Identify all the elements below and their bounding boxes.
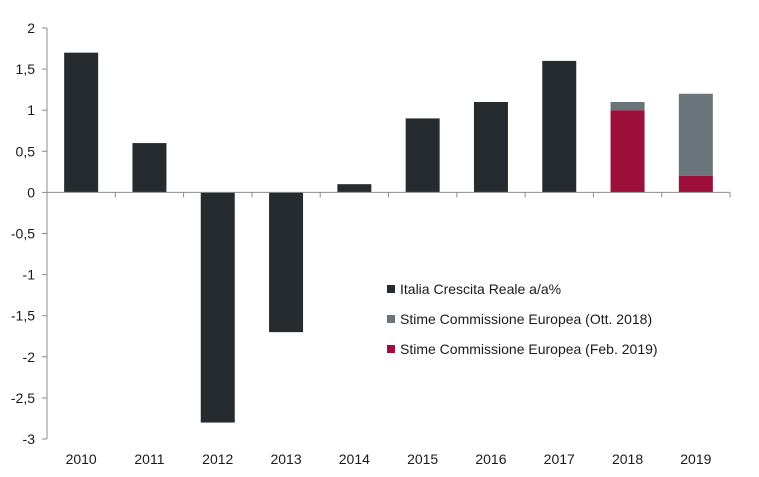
legend: Italia Crescita Reale a/a% Stime Commissi… bbox=[387, 281, 658, 357]
legend-label: Stime Commissione Europea (Ott. 2018) bbox=[400, 311, 652, 327]
bar-2014-series-0 bbox=[337, 184, 372, 193]
legend-label: Stime Commissione Europea (Feb. 2019) bbox=[400, 341, 658, 357]
x-tick-label: 2018 bbox=[612, 451, 643, 467]
legend-swatch bbox=[387, 345, 395, 353]
axes bbox=[42, 27, 731, 440]
bar-2016-series-0 bbox=[473, 101, 508, 193]
x-tick-label: 2011 bbox=[134, 451, 164, 467]
y-tick-label: 2 bbox=[27, 20, 35, 36]
x-tick-label: 2010 bbox=[66, 451, 97, 467]
x-axis-tick-labels: 2010 2011 2012 2013 2014 2015 2016 2017 2018 2019 bbox=[66, 451, 712, 467]
bar-2018-series-1 bbox=[610, 110, 645, 193]
y-tick-label: -0,5 bbox=[11, 226, 35, 242]
bar-2019-series-1 bbox=[678, 175, 713, 193]
y-tick-label: 1,5 bbox=[16, 61, 36, 77]
y-tick-label: -1 bbox=[23, 267, 36, 283]
x-tick-label: 2019 bbox=[680, 451, 711, 467]
y-tick-label: 1 bbox=[27, 102, 35, 118]
y-tick-label: 0,5 bbox=[16, 143, 36, 159]
bar-2018-series-2 bbox=[610, 101, 645, 111]
y-tick-label: -2,5 bbox=[11, 390, 35, 406]
bar-2015-series-0 bbox=[405, 118, 440, 193]
y-tick-label: -1,5 bbox=[11, 308, 35, 324]
y-tick-label: -3 bbox=[23, 431, 36, 447]
bar-2012-series-0 bbox=[200, 192, 235, 423]
bars bbox=[64, 52, 713, 423]
x-tick-label: 2017 bbox=[544, 451, 575, 467]
y-axis-tick-labels: 2 1,5 1 0,5 0 -0,5 -1 -1,5 -2 -2,5 -3 bbox=[11, 20, 35, 447]
bar-2017-series-0 bbox=[542, 60, 577, 193]
legend-label: Italia Crescita Reale a/a% bbox=[400, 281, 561, 297]
bar-2013-series-0 bbox=[269, 192, 304, 333]
x-tick-label: 2015 bbox=[407, 451, 438, 467]
bar-2010-series-0 bbox=[64, 52, 99, 193]
legend-swatch bbox=[387, 285, 395, 293]
legend-swatch bbox=[387, 315, 395, 323]
bar-2019-series-2 bbox=[678, 93, 713, 176]
bar-2011-series-0 bbox=[132, 143, 167, 193]
x-tick-label: 2016 bbox=[475, 451, 506, 467]
x-tick-label: 2014 bbox=[339, 451, 370, 467]
y-tick-label: -2 bbox=[23, 349, 36, 365]
y-tick-label: 0 bbox=[27, 184, 35, 200]
x-tick-label: 2012 bbox=[202, 451, 233, 467]
x-tick-label: 2013 bbox=[270, 451, 301, 467]
